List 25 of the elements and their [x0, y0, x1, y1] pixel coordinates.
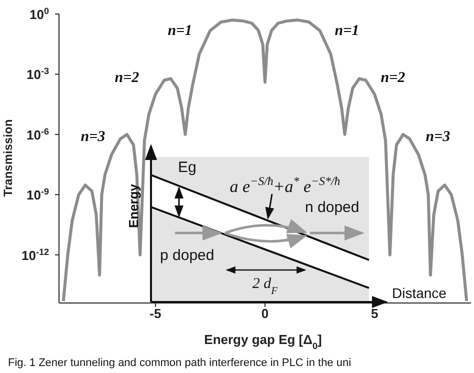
annotation: n=3	[80, 129, 106, 145]
y-tick-label: 10$^{0}$	[30, 6, 49, 22]
annotation: Eg	[178, 159, 196, 176]
y-tick-label: 10$^{-3}$	[26, 66, 49, 82]
annotation: a e$^{−S/ħ}$+a$^{*}$ e$^{−S*/ħ}$	[230, 174, 340, 196]
annotation: p doped	[160, 247, 214, 264]
y-tick-label: 10$^{-6}$	[26, 126, 49, 142]
annotation: n doped	[305, 199, 360, 216]
annotation: n=2	[380, 70, 406, 86]
annotation: n=2	[114, 70, 140, 86]
x-tick-label: 0	[261, 306, 269, 322]
x-axis-title: Energy gap Eg [Δ$_{0}$]	[204, 332, 322, 351]
annotation: n=1	[168, 23, 192, 39]
annotation: Energy	[126, 183, 141, 228]
y-axis-title: Transmission	[1, 119, 15, 197]
y-tick-label: 10$^{-12}$	[22, 246, 49, 263]
y-tick-label: 10$^{-9}$	[26, 186, 49, 203]
annotation: n=1	[334, 23, 360, 39]
line-series	[62, 18, 468, 303]
annotation: 2 d$_{F}$	[252, 276, 278, 296]
x-tick-label: 5	[370, 306, 378, 322]
x-tick-label: -5	[150, 306, 162, 322]
caption: Fig. 1 Zener tunneling and common path interference in PLC in the uni	[8, 357, 352, 369]
annotation: Distance	[392, 285, 447, 301]
annotation: n=3	[426, 129, 451, 145]
